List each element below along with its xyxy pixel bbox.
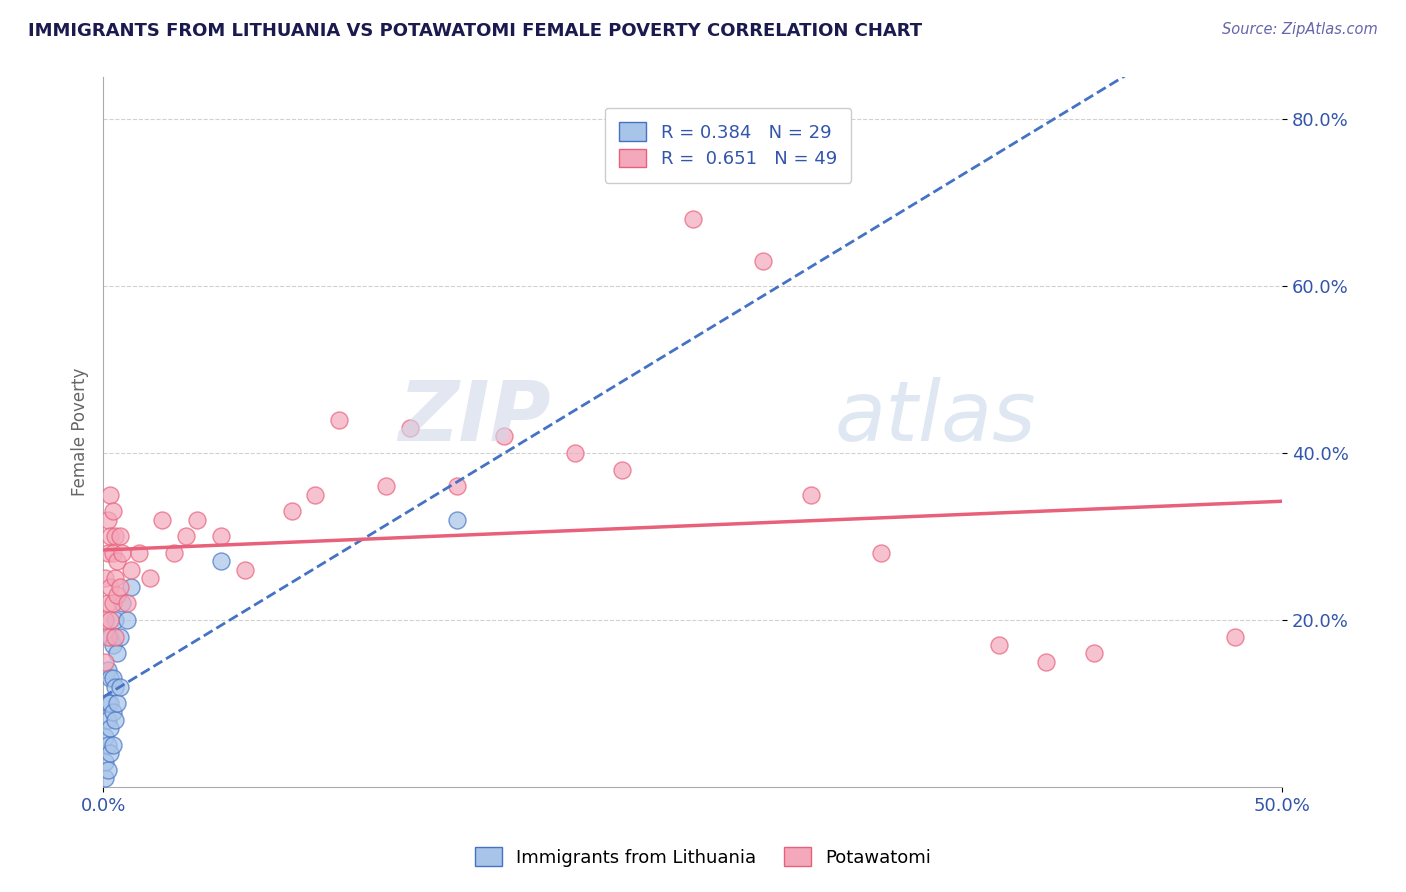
Point	[105, 554, 128, 568]
Point	[304, 488, 326, 502]
Point	[98, 671, 121, 685]
Point	[105, 646, 128, 660]
Point	[101, 596, 124, 610]
Point	[186, 513, 208, 527]
Point	[120, 563, 142, 577]
Text: atlas: atlas	[834, 377, 1036, 458]
Point	[105, 697, 128, 711]
Point	[97, 663, 120, 677]
Point	[104, 630, 127, 644]
Point	[94, 571, 117, 585]
Point	[174, 529, 197, 543]
Legend: Immigrants from Lithuania, Potawatomi: Immigrants from Lithuania, Potawatomi	[468, 840, 938, 874]
Point	[104, 529, 127, 543]
Point	[163, 546, 186, 560]
Point	[104, 713, 127, 727]
Point	[101, 504, 124, 518]
Point	[111, 596, 134, 610]
Point	[101, 738, 124, 752]
Point	[94, 772, 117, 786]
Point	[492, 429, 515, 443]
Point	[1035, 655, 1057, 669]
Point	[98, 747, 121, 761]
Point	[94, 755, 117, 769]
Point	[233, 563, 256, 577]
Point	[97, 630, 120, 644]
Point	[97, 596, 120, 610]
Point	[682, 212, 704, 227]
Point	[101, 671, 124, 685]
Point	[98, 529, 121, 543]
Point	[209, 554, 232, 568]
Point	[870, 546, 893, 560]
Point	[281, 504, 304, 518]
Y-axis label: Female Poverty: Female Poverty	[72, 368, 89, 496]
Text: Source: ZipAtlas.com: Source: ZipAtlas.com	[1222, 22, 1378, 37]
Point	[104, 680, 127, 694]
Point	[446, 479, 468, 493]
Point	[564, 446, 586, 460]
Point	[139, 571, 162, 585]
Point	[97, 713, 120, 727]
Point	[610, 463, 633, 477]
Point	[128, 546, 150, 560]
Point	[115, 596, 138, 610]
Point	[988, 638, 1011, 652]
Point	[752, 254, 775, 268]
Text: IMMIGRANTS FROM LITHUANIA VS POTAWATOMI FEMALE POVERTY CORRELATION CHART: IMMIGRANTS FROM LITHUANIA VS POTAWATOMI …	[28, 22, 922, 40]
Point	[800, 488, 823, 502]
Point	[104, 613, 127, 627]
Point	[446, 513, 468, 527]
Point	[375, 479, 398, 493]
Point	[108, 680, 131, 694]
Point	[150, 513, 173, 527]
Point	[108, 580, 131, 594]
Point	[120, 580, 142, 594]
Point	[1083, 646, 1105, 660]
Point	[94, 613, 117, 627]
Point	[98, 613, 121, 627]
Point	[97, 546, 120, 560]
Point	[209, 529, 232, 543]
Point	[97, 738, 120, 752]
Legend: R = 0.384   N = 29, R =  0.651   N = 49: R = 0.384 N = 29, R = 0.651 N = 49	[605, 108, 852, 183]
Point	[115, 613, 138, 627]
Point	[98, 488, 121, 502]
Point	[101, 705, 124, 719]
Point	[108, 529, 131, 543]
Point	[97, 697, 120, 711]
Point	[104, 571, 127, 585]
Point	[98, 697, 121, 711]
Point	[111, 546, 134, 560]
Point	[105, 588, 128, 602]
Point	[98, 722, 121, 736]
Point	[101, 638, 124, 652]
Point	[94, 655, 117, 669]
Point	[398, 421, 420, 435]
Point	[98, 630, 121, 644]
Point	[1223, 630, 1246, 644]
Text: ZIP: ZIP	[398, 377, 551, 458]
Point	[97, 513, 120, 527]
Point	[94, 730, 117, 744]
Point	[101, 546, 124, 560]
Point	[98, 580, 121, 594]
Point	[97, 763, 120, 777]
Point	[108, 630, 131, 644]
Point	[328, 412, 350, 426]
